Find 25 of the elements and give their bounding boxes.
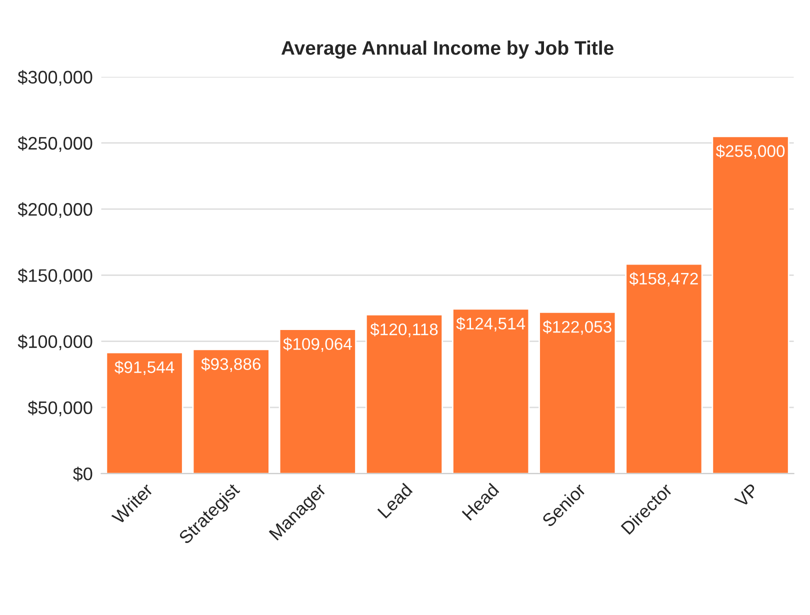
y-tick-label: $200,000 [18,202,92,218]
data-label: $122,053 [542,320,612,335]
chart-title: Average Annual Income by Job Title [281,40,614,59]
data-label: $124,514 [456,316,526,332]
y-tick-label: $100,000 [18,334,92,350]
data-label: $158,472 [629,272,698,287]
y-tick-label: $0 [73,466,92,482]
bar [278,328,356,474]
y-tick-label: $300,000 [18,70,92,86]
data-label: $255,000 [716,144,785,159]
x-tick-label: VP [734,483,760,508]
y-tick-label: $150,000 [18,268,92,284]
data-label: $120,118 [370,322,438,338]
bar [538,311,616,474]
bar [625,263,703,474]
data-label: $91,544 [114,360,174,376]
data-label: $93,886 [201,357,260,372]
bar [106,352,184,474]
bar [365,314,444,474]
bar [452,308,530,474]
bar [192,348,270,474]
data-label: $109,064 [283,337,352,352]
y-tick-label: $250,000 [18,136,92,152]
y-tick-label: $50,000 [28,400,92,416]
bar [712,136,790,474]
